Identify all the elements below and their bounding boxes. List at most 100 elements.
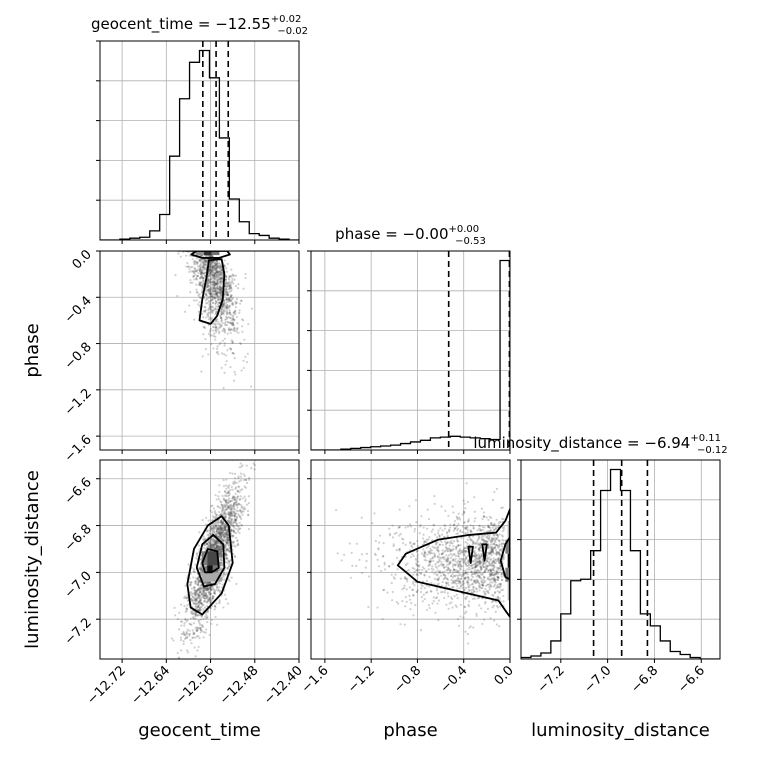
scatter-point [251, 452, 253, 454]
scatter-point [423, 587, 426, 590]
scatter-point [219, 526, 222, 529]
scatter-point [212, 588, 216, 591]
scatter-point [373, 552, 377, 555]
scatter-point [233, 310, 236, 313]
scatter-point [214, 267, 218, 271]
scatter-point [482, 562, 485, 566]
scatter-point [496, 551, 499, 554]
scatter-point [235, 497, 239, 500]
scatter-point [227, 291, 230, 294]
scatter-point [218, 531, 222, 535]
panel-title-geocent-time: geocent_time = −12.55+0.02 −0.02 [91, 14, 308, 37]
scatter-point [218, 553, 221, 556]
scatter-point [243, 338, 246, 341]
scatter-point [491, 545, 494, 548]
scatter-point [497, 585, 500, 588]
scatter-point [491, 550, 494, 553]
scatter-point [229, 515, 232, 519]
scatter-point [205, 604, 209, 608]
scatter-point [218, 532, 221, 535]
scatter-point [399, 577, 402, 580]
scatter-point [198, 579, 201, 582]
scatter-point [210, 255, 213, 258]
scatter-point [228, 579, 231, 582]
scatter-point [462, 549, 466, 552]
scatter-point [216, 529, 219, 532]
scatter-point [234, 300, 237, 303]
scatter-point [199, 590, 202, 594]
scatter-point [233, 512, 236, 515]
scatter-point [203, 593, 206, 596]
scatter-point [215, 271, 218, 274]
scatter-point [499, 553, 502, 556]
scatter-point [491, 533, 495, 536]
scatter-point [228, 284, 232, 287]
scatter-point [422, 555, 426, 558]
scatter-point [460, 574, 464, 577]
scatter-point [216, 287, 219, 290]
scatter-point [211, 270, 214, 274]
scatter-point [491, 543, 495, 546]
scatter-point [203, 538, 206, 542]
scatter-point [196, 628, 199, 631]
scatter-point [214, 516, 217, 519]
scatter-point [194, 636, 197, 639]
scatter-point [214, 331, 218, 334]
scatter-point [471, 582, 474, 586]
scatter-point [200, 569, 203, 572]
scatter-point [211, 261, 214, 264]
scatter-point [224, 553, 228, 556]
scatter-point [229, 508, 233, 511]
scatter-point [491, 498, 495, 502]
scatter-point [224, 512, 227, 515]
scatter-point [447, 559, 450, 562]
scatter-point [230, 522, 233, 525]
scatter-point [211, 283, 215, 286]
scatter-point [494, 544, 497, 547]
scatter-point [443, 570, 446, 573]
scatter-point [215, 548, 219, 551]
scatter-point [213, 275, 216, 278]
scatter-point [225, 533, 228, 536]
scatter-point [190, 610, 193, 613]
scatter-point [232, 318, 235, 321]
scatter-point [214, 326, 217, 329]
scatter-point [213, 265, 216, 268]
scatter-point [484, 540, 488, 543]
hist-bin [571, 581, 581, 659]
scatter-point [206, 620, 209, 624]
scatter-point [220, 503, 223, 506]
scatter-point [182, 633, 185, 636]
scatter-point [446, 549, 450, 552]
scatter-point [220, 521, 223, 524]
scatter-point [457, 563, 460, 566]
scatter-point [192, 576, 195, 579]
scatter-point [462, 560, 465, 563]
scatter-point [478, 561, 481, 564]
scatter-point [221, 507, 224, 510]
scatter-point [203, 586, 207, 590]
scatter-point [206, 278, 210, 281]
scatter-point [425, 570, 428, 573]
scatter-point [218, 285, 222, 289]
scatter-point [444, 575, 447, 578]
scatter-point [224, 291, 228, 294]
scatter-point [206, 611, 209, 614]
scatter-point [197, 580, 200, 583]
scatter-point [227, 559, 230, 562]
scatter-point [199, 627, 202, 630]
scatter-point [222, 523, 225, 526]
scatter-point [445, 554, 448, 557]
scatter-point [213, 547, 217, 550]
scatter-point [478, 560, 481, 563]
marginal-panel-phase: phase = −0.00+0.00 −0.53 [307, 224, 511, 454]
scatter-point [209, 266, 212, 269]
scatter-point [446, 534, 449, 537]
scatter-point [184, 636, 187, 639]
scatter-point [209, 305, 212, 308]
scatter-point [236, 495, 239, 499]
scatter-point [205, 628, 208, 631]
scatter-point [461, 565, 464, 568]
hist-bin [239, 222, 249, 240]
scatter-point [209, 582, 212, 585]
